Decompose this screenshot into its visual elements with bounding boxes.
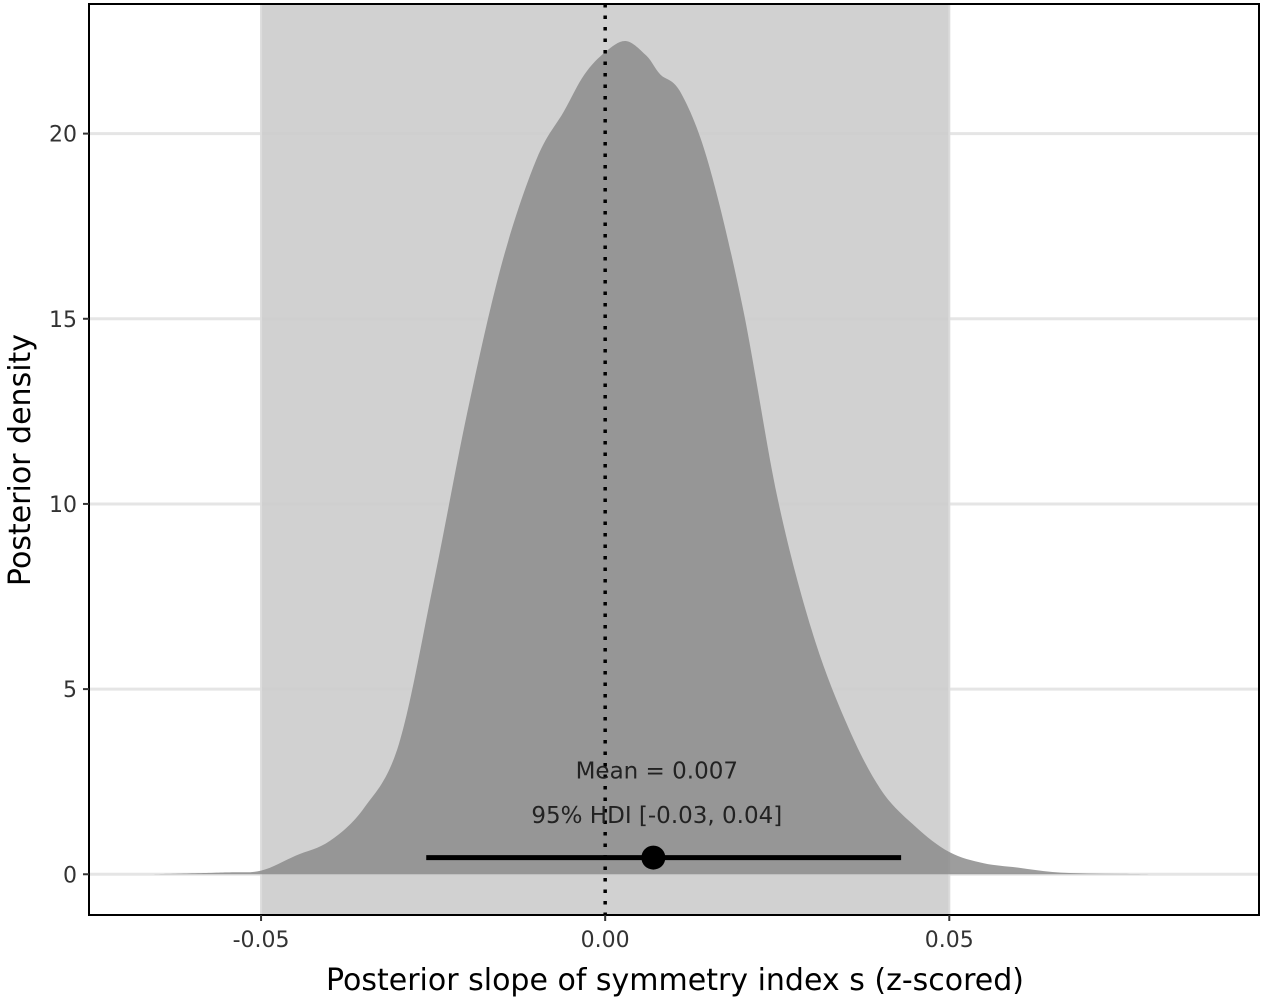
x-tick-label: 0.05 (925, 928, 974, 953)
y-tick-label: 0 (63, 863, 77, 888)
x-tick-label: 0.00 (581, 928, 630, 953)
y-tick-label: 15 (49, 308, 77, 333)
mean-point (641, 845, 666, 870)
hdi-annotation: 95% HDI [-0.03, 0.04] (531, 803, 782, 829)
panel-border-rect (88, 3, 1260, 916)
y-tick-label: 10 (49, 493, 77, 518)
density-curve (150, 40, 1156, 875)
x-axis-ticks: -0.05 0.00 0.05 (233, 915, 974, 953)
annotations: Mean = 0.007 95% HDI [-0.03, 0.04] (531, 759, 782, 829)
hdi-interval (426, 845, 902, 870)
x-tick-label: -0.05 (233, 928, 290, 953)
y-axis-title: Posterior density (3, 334, 38, 586)
density-area (150, 40, 1156, 875)
mean-annotation: Mean = 0.007 (576, 759, 738, 785)
y-tick-label: 5 (63, 678, 77, 703)
panel-border (88, 3, 1260, 916)
x-axis-title: Posterior slope of symmetry index s (z-s… (326, 963, 1024, 998)
y-tick-label: 20 (49, 123, 77, 148)
y-axis-ticks: 0 5 10 15 20 (49, 123, 89, 888)
